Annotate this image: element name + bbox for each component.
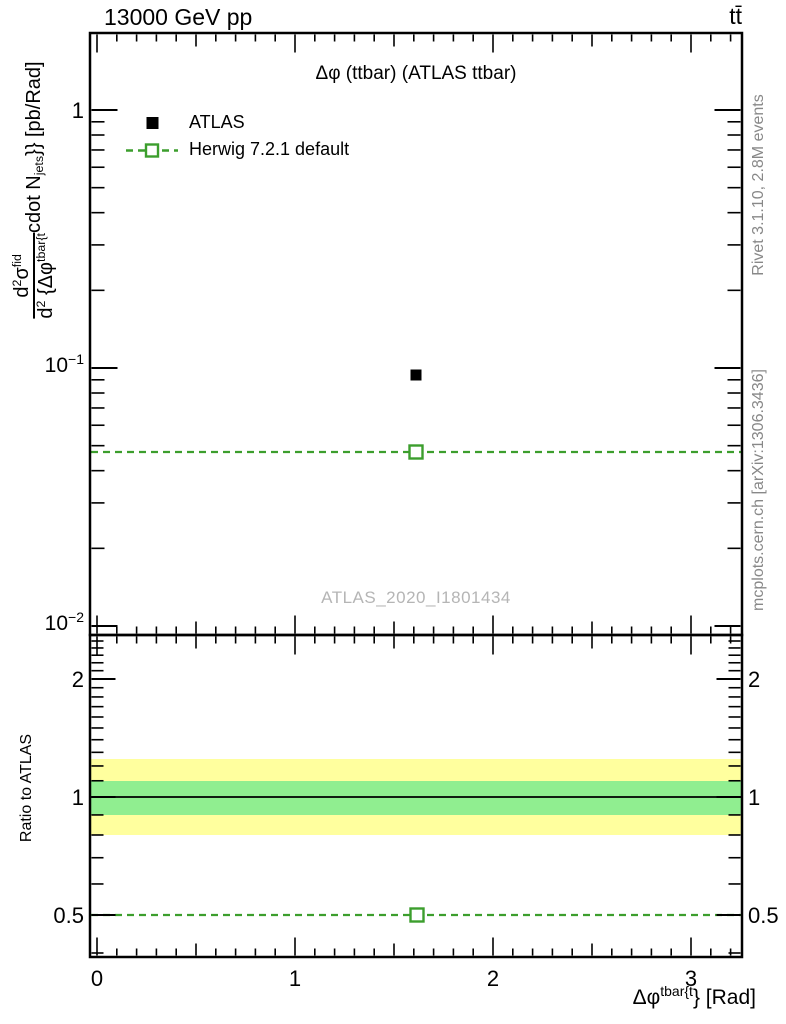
mcplots-arxiv-text: mcplots.cern.ch [arXiv:1306.3436]: [750, 369, 767, 611]
analysis-watermark: ATLAS_2020_I1801434: [321, 588, 511, 607]
ratio-band-green: [91, 781, 741, 815]
legend-atlas-label: ATLAS: [189, 112, 245, 132]
herwig-data-marker-ratio: [409, 907, 425, 923]
y-axis-title: d2σfid d2 {Δφtbar{t cdot Njets}} [pb/Rad…: [10, 61, 57, 319]
ratio-ytick-right-2: 2: [748, 667, 761, 692]
ratio-ytick-left-0p5: 0.5: [53, 903, 84, 928]
main-ytick-1e-1: 10−1: [44, 351, 84, 377]
atlas-data-marker: [410, 369, 422, 381]
axis-ticks: [91, 34, 741, 956]
ratio-y-axis-title: Ratio to ATLAS: [18, 733, 35, 843]
xtick-3: 3: [684, 966, 698, 991]
y-axis-fraction: d2σfid d2 {Δφtbar{t: [10, 233, 57, 319]
beam-energy-label: 13000 GeV pp: [104, 4, 253, 30]
ratio-ytick-right-1: 1: [748, 785, 761, 810]
y-axis-numerator: d2σfid: [10, 233, 35, 319]
legend-atlas-marker: [146, 117, 159, 129]
plot-title: Δφ (ttbar) (ATLAS ttbar): [315, 63, 517, 84]
herwig-data-marker-main: [408, 444, 424, 460]
rivet-version-text: Rivet 3.1.10, 2.8M events: [750, 94, 767, 276]
y-axis-tail: cdot Njets}} [pb/Rad]: [22, 61, 46, 234]
x-axis-title: Δφtbar{t} [Rad]: [632, 983, 756, 1009]
legend-herwig-marker: [144, 143, 160, 158]
ratio-ytick-left-1: 1: [71, 785, 84, 810]
xtick-2: 2: [486, 966, 500, 991]
ratio-ytick-left-2: 2: [71, 667, 84, 692]
xtick-1: 1: [288, 966, 302, 991]
ratio-ytick-right-0p5: 0.5: [748, 903, 779, 928]
process-label: tt̄: [729, 3, 742, 29]
main-ytick-1: 1: [71, 98, 84, 123]
main-panel-frame: [88, 31, 744, 637]
y-axis-denominator: d2 {Δφtbar{t: [34, 233, 57, 319]
ratio-panel-frame: [88, 633, 744, 959]
legend-herwig-label: Herwig 7.2.1 default: [189, 139, 350, 159]
main-ytick-1e-2: 10−2: [44, 609, 84, 635]
xtick-0: 0: [90, 966, 104, 991]
